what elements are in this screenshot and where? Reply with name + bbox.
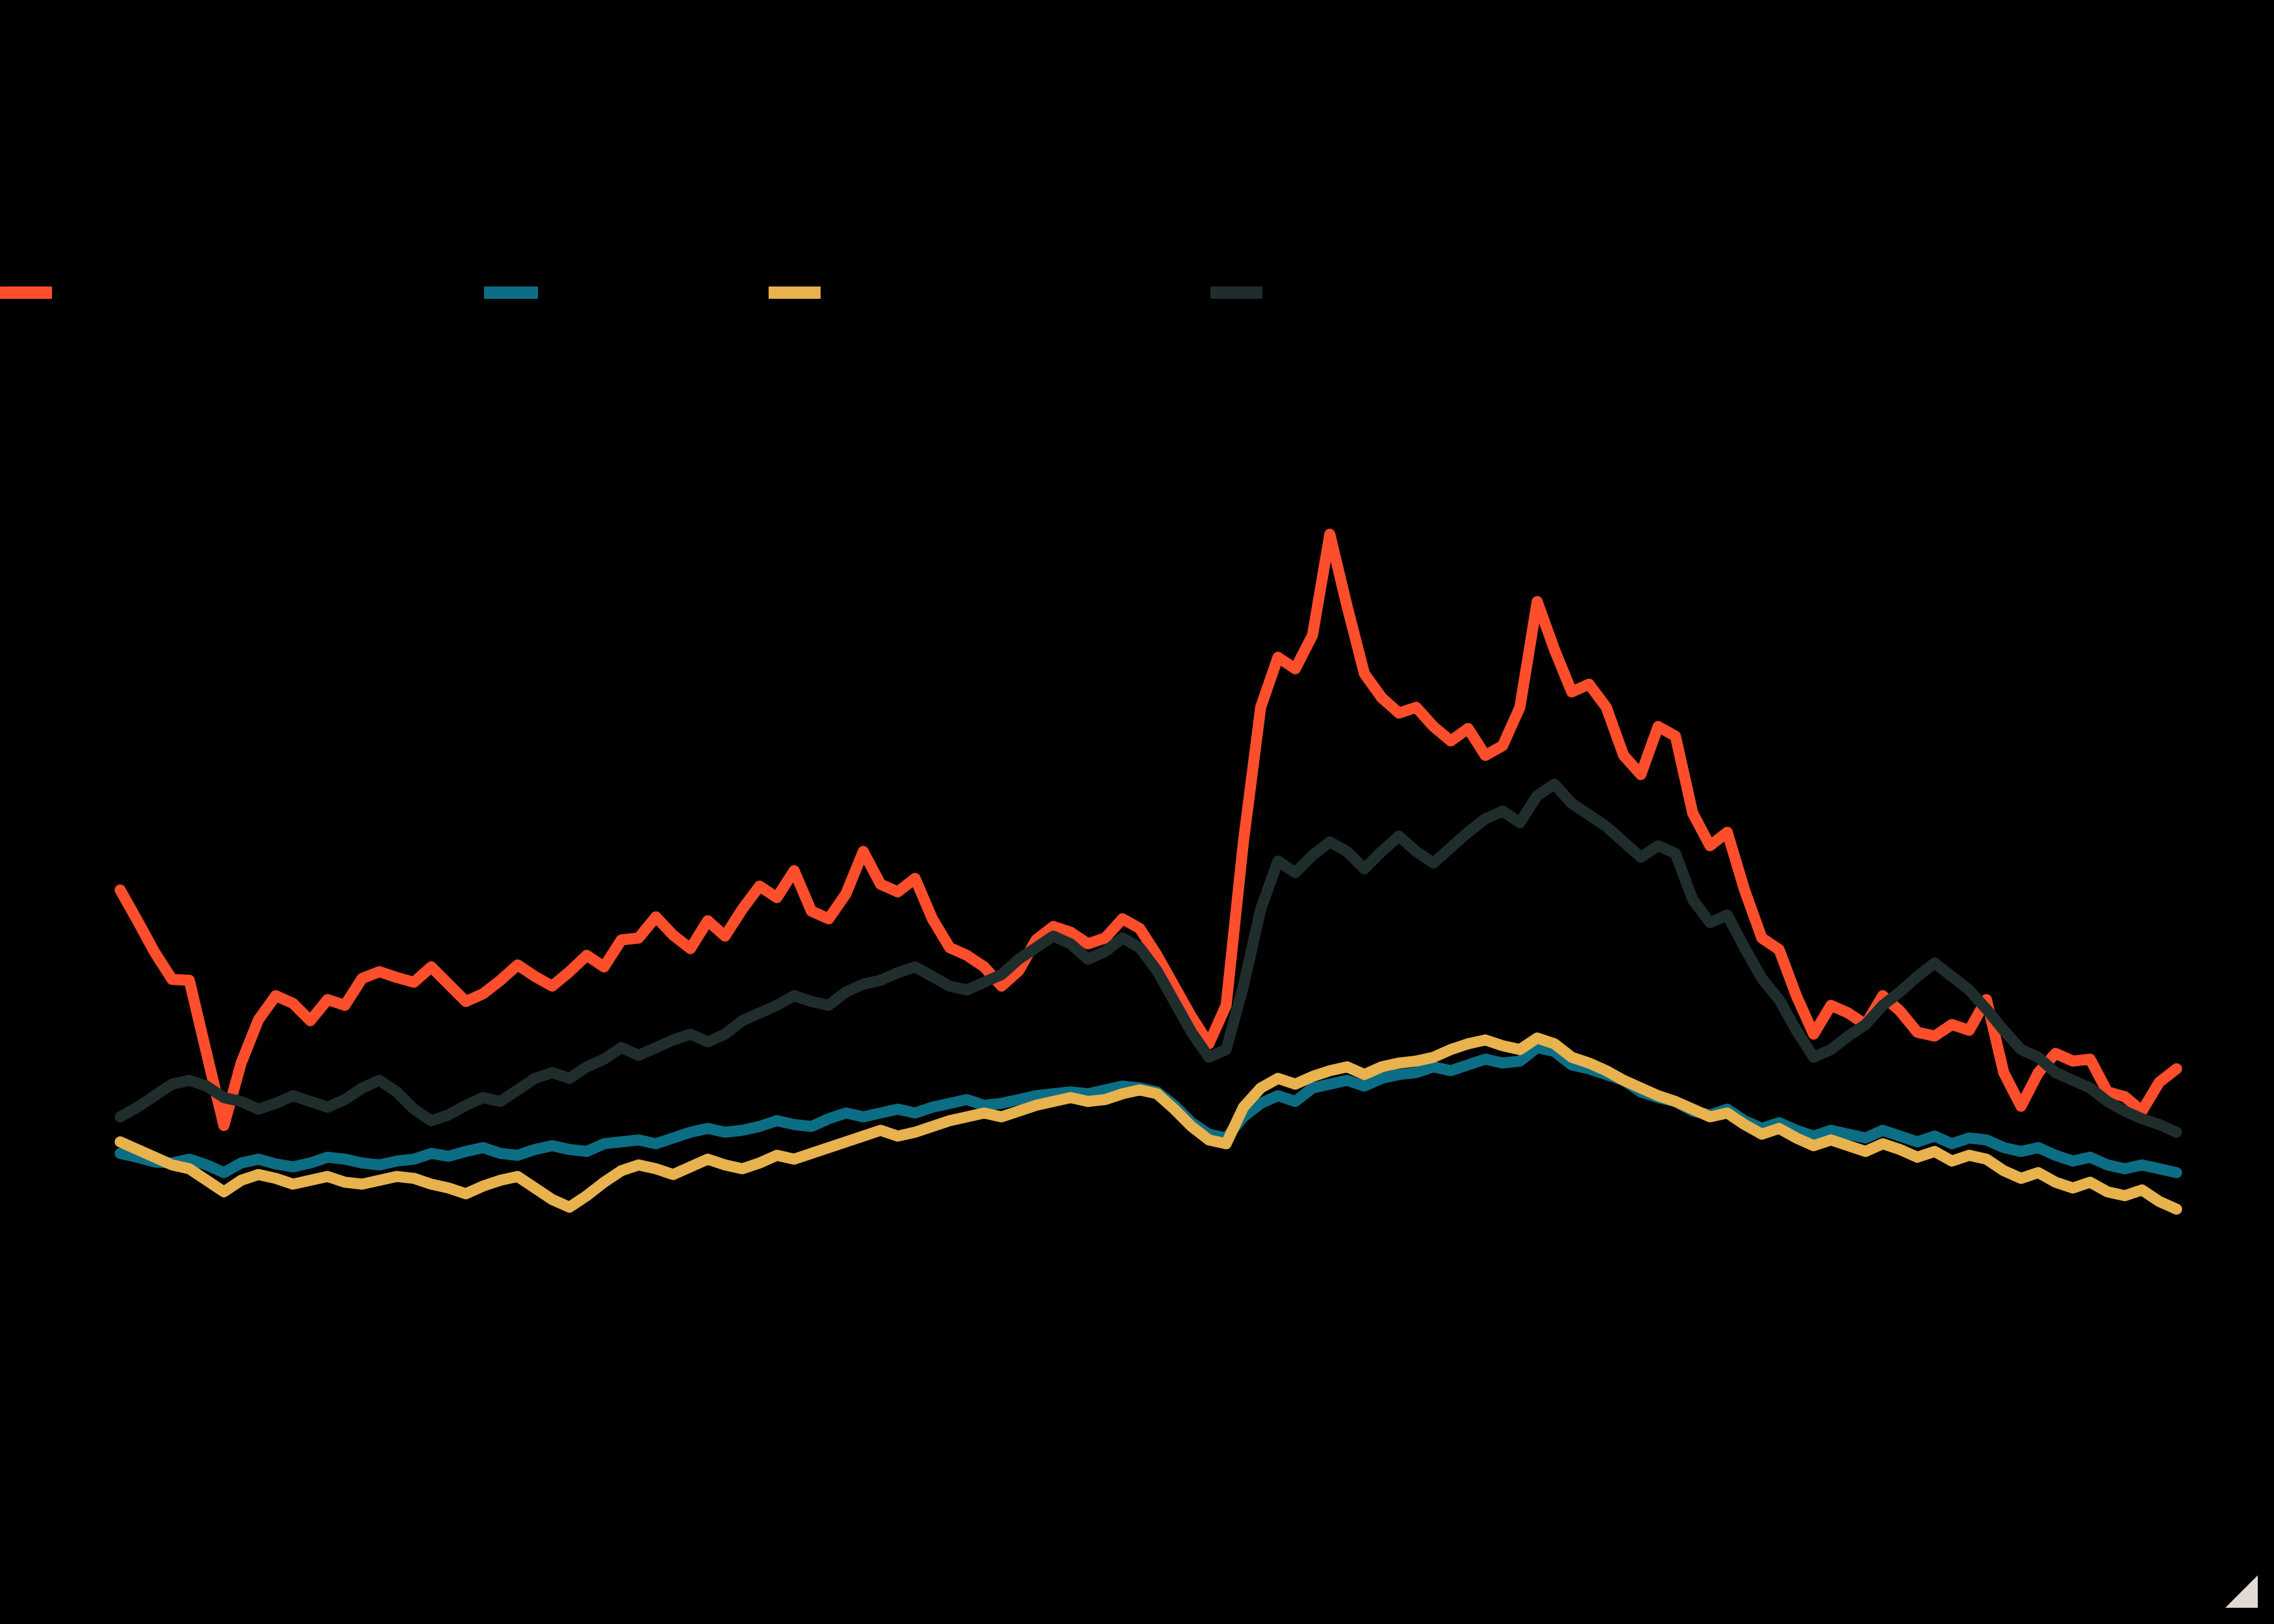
legend-item-3[interactable] — [769, 279, 832, 305]
legend-swatch-3 — [769, 286, 821, 299]
series-line-3 — [114, 1032, 2182, 1215]
series-line-4 — [114, 778, 2182, 1138]
legend-swatch-1 — [0, 286, 52, 299]
chart-legend — [0, 279, 2274, 305]
legend-swatch-2 — [484, 286, 538, 299]
corner-fold-icon — [2225, 1575, 2258, 1608]
legend-item-2[interactable] — [484, 279, 550, 305]
series-line-1 — [114, 528, 2182, 1132]
legend-item-4[interactable] — [1210, 279, 1274, 305]
legend-swatch-4 — [1210, 286, 1262, 299]
legend-item-1[interactable] — [0, 279, 64, 305]
